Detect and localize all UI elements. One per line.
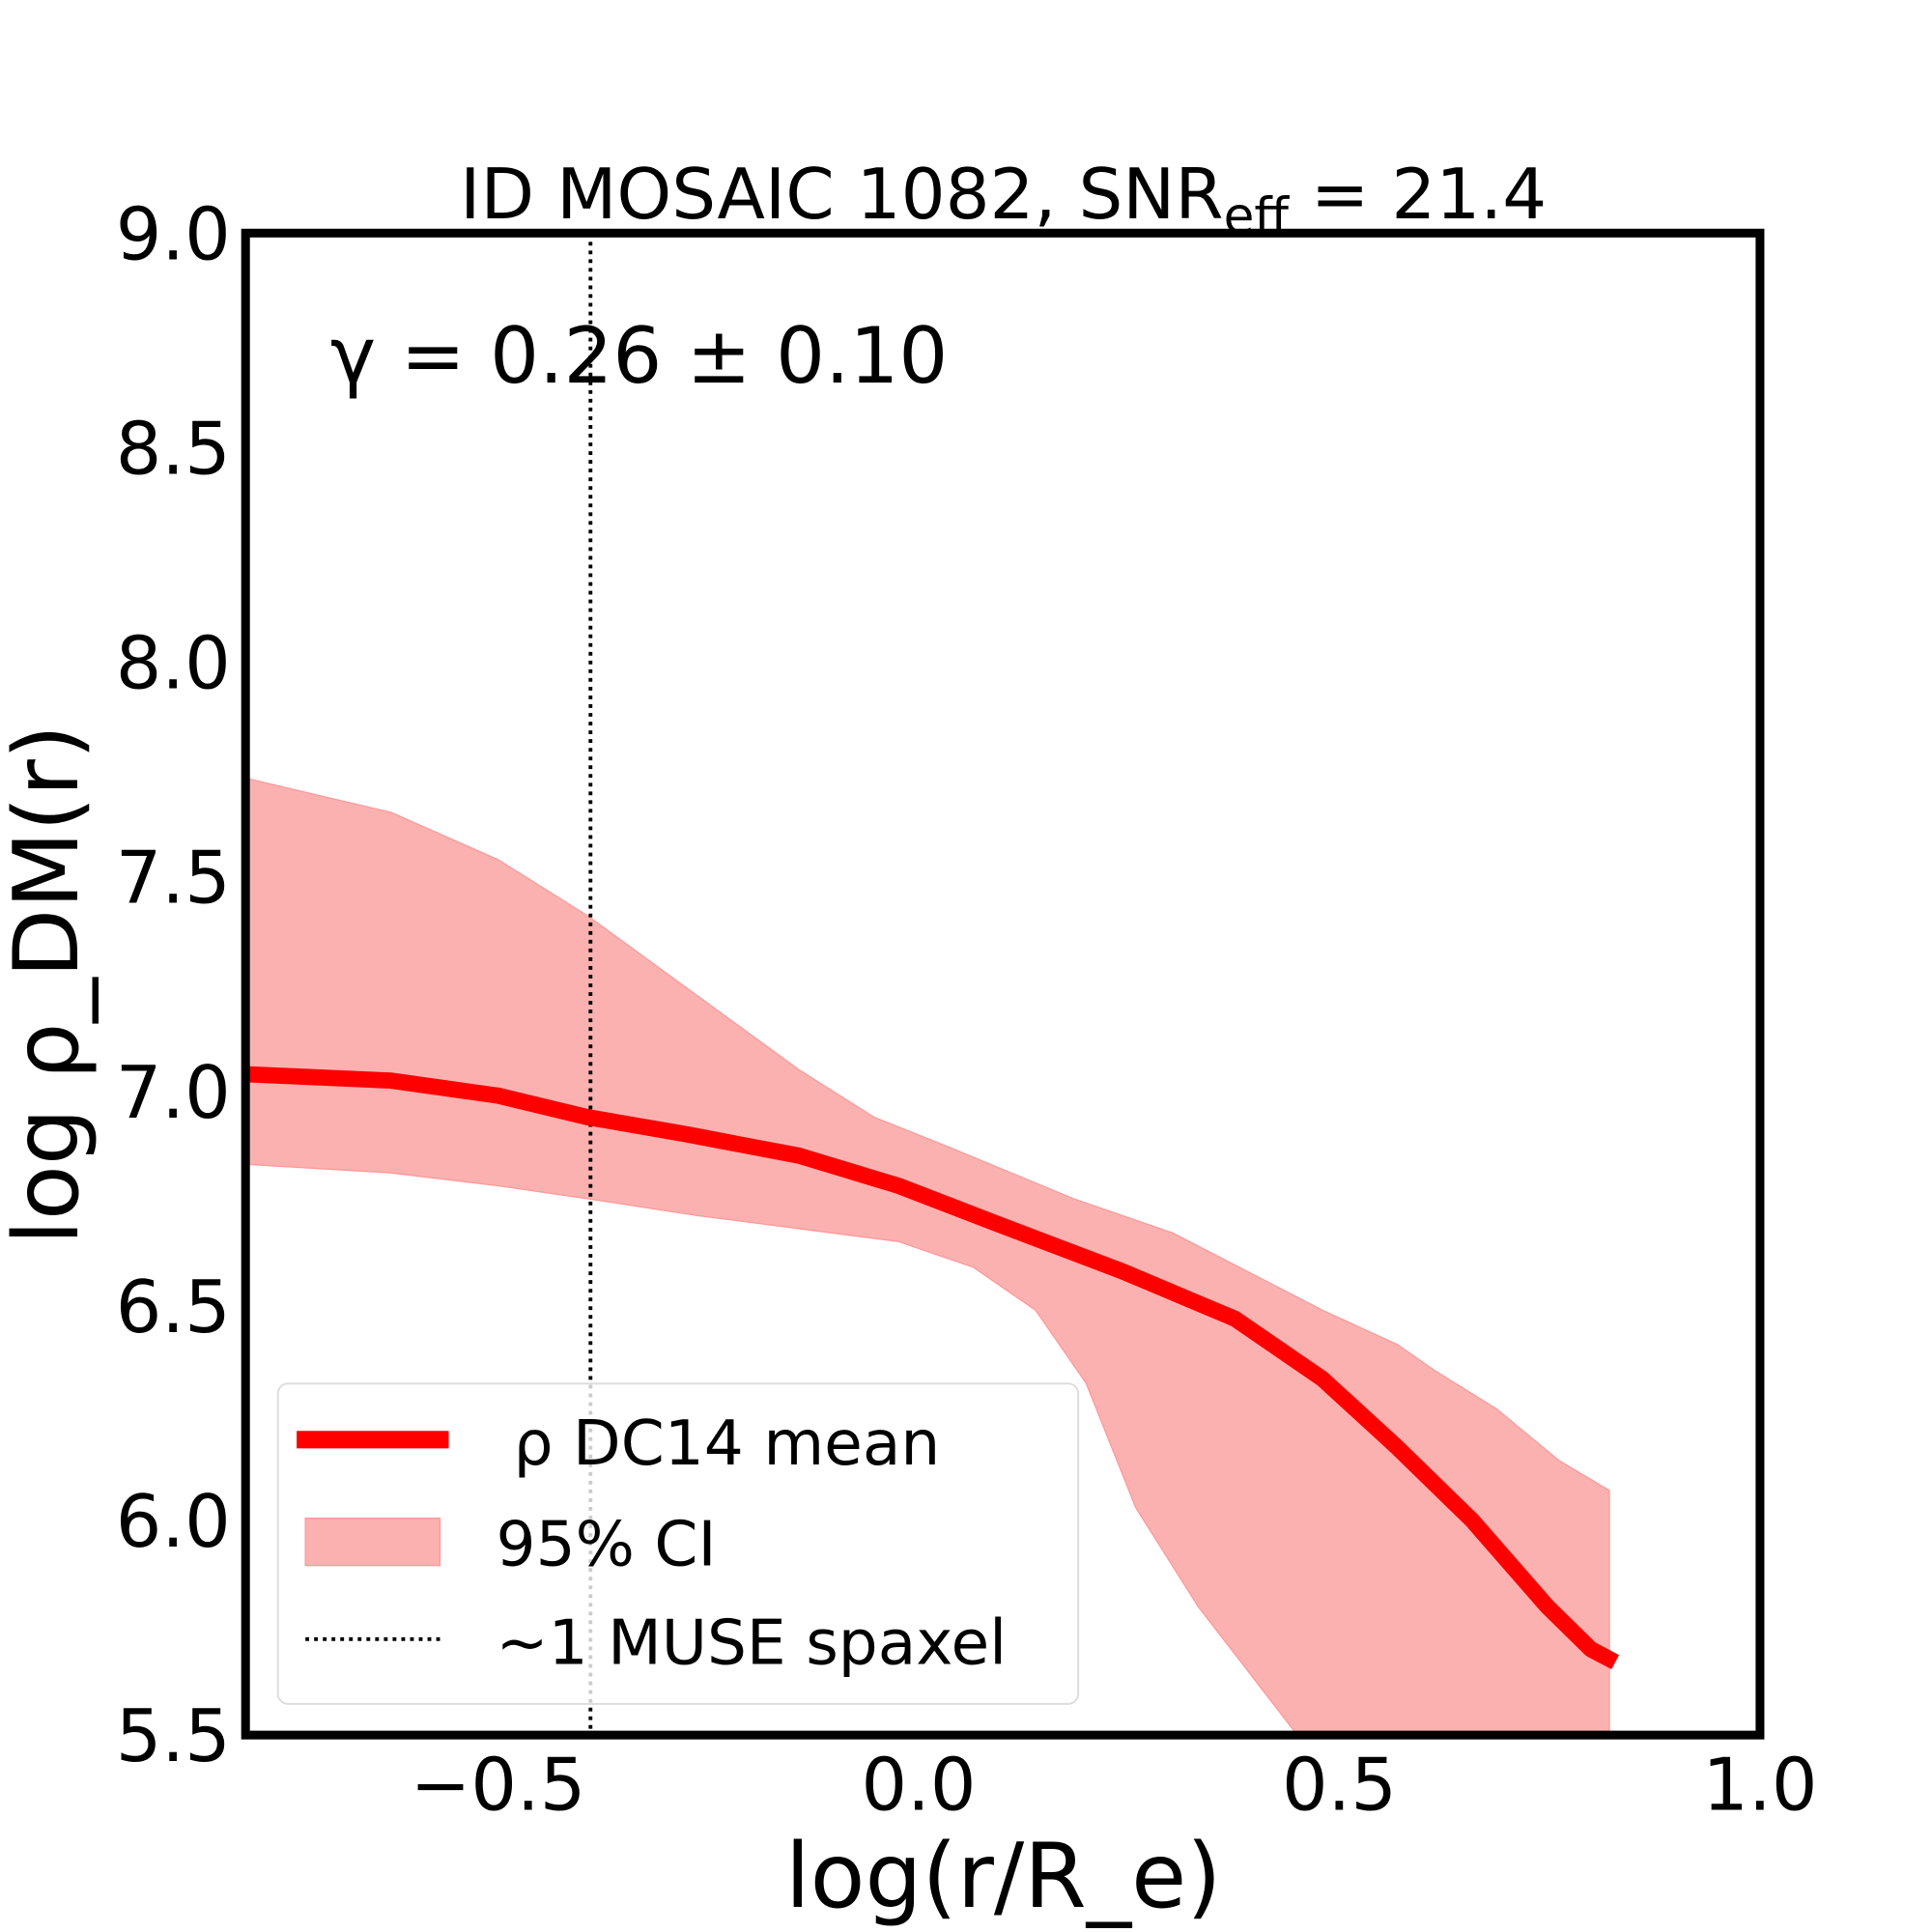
y-tick-label: 7.5 <box>116 837 231 921</box>
legend-vline-label: ~1 MUSE spaxel <box>497 1607 1008 1680</box>
x-tick-label: 0.5 <box>1282 1744 1397 1828</box>
legend-ci-label: 95% CI <box>497 1509 717 1581</box>
x-tick-label: 0.0 <box>861 1744 976 1828</box>
y-axis-label: log ρ_DM(r) <box>0 724 99 1245</box>
ticks: −0.5 0.0 0.5 1.0 5.5 6.0 6.5 7.0 7.5 8.0 8.5 9.0 <box>116 192 1818 1827</box>
axes-frame <box>241 228 1765 1740</box>
x-tick-label: 1.0 <box>1702 1744 1817 1828</box>
x-axis-label: log(r/R_e) <box>785 1824 1222 1928</box>
y-tick-label: 9.0 <box>116 192 231 276</box>
legend-mean-label: ρ DC14 mean <box>514 1407 941 1480</box>
chart-title: ID MOSAIC 1082, SNReff = 21.4 <box>460 155 1547 245</box>
x-tick-label: −0.5 <box>411 1744 586 1828</box>
plot-area <box>245 233 1620 1736</box>
y-tick-label: 7.0 <box>116 1051 231 1135</box>
y-tick-label: 6.0 <box>116 1480 231 1564</box>
mean-line <box>245 1065 1620 1670</box>
y-tick-label: 6.5 <box>116 1265 231 1350</box>
gamma-annotation: γ = 0.26 ± 0.10 <box>330 311 948 401</box>
y-tick-label: 8.0 <box>116 622 231 706</box>
ci-band <box>245 777 1610 1736</box>
y-tick-label: 5.5 <box>116 1694 231 1778</box>
legend: ρ DC14 mean 95% CI ~1 MUSE spaxel <box>276 1382 1080 1705</box>
legend-ci-swatch <box>304 1517 441 1567</box>
legend-box <box>276 1382 1080 1705</box>
y-tick-label: 8.5 <box>116 408 231 492</box>
